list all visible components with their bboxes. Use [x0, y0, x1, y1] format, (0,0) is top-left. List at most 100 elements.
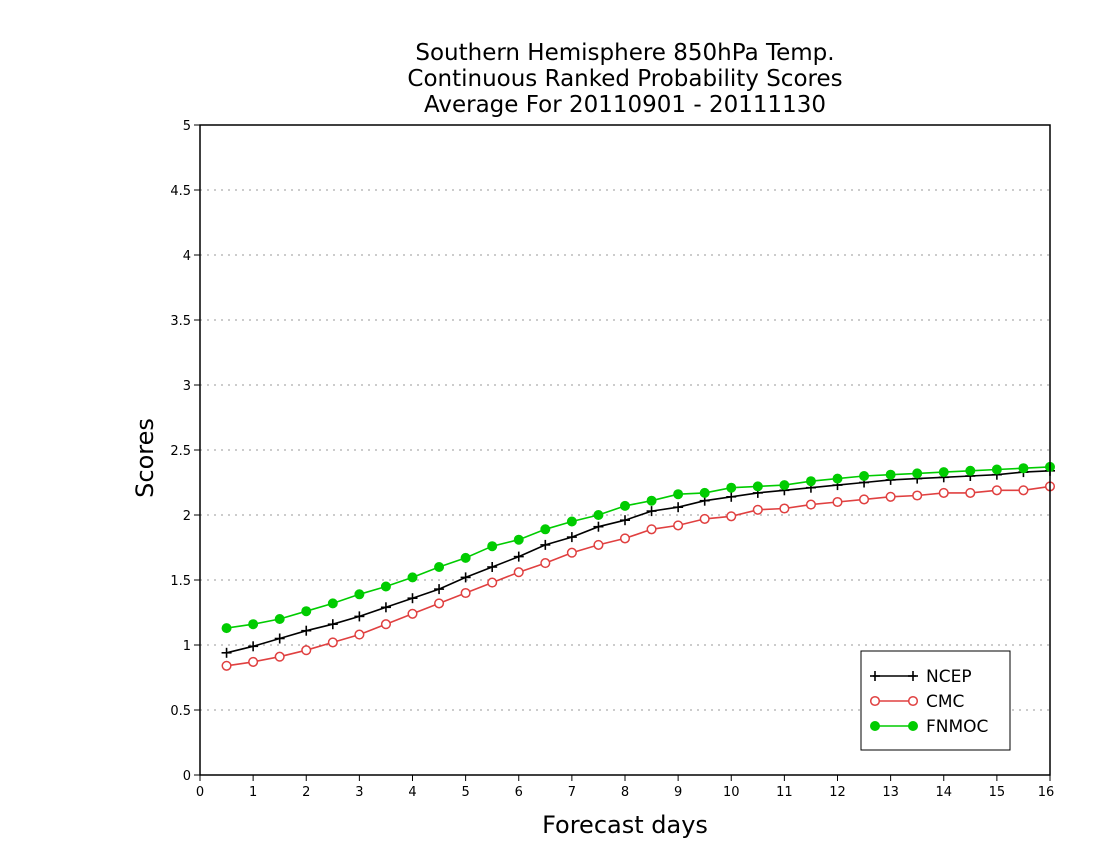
data-point-fnmoc — [566, 516, 577, 527]
data-point-ncep — [301, 625, 312, 636]
x-tick-label: 10 — [723, 785, 740, 800]
data-point-fnmoc — [1018, 463, 1029, 474]
legend-marker-cmc — [907, 695, 919, 707]
data-point-fnmoc — [380, 581, 391, 592]
legend-marker-cmc — [869, 695, 881, 707]
data-point-fnmoc — [460, 552, 471, 563]
data-point-cmc — [513, 567, 524, 578]
legend-marker-ncep — [908, 671, 918, 681]
data-point-fnmoc — [434, 562, 445, 572]
chart-title-line-1: Southern Hemisphere 850hPa Temp. — [415, 40, 834, 66]
data-point-fnmoc — [965, 465, 976, 476]
data-point-fnmoc — [726, 482, 737, 493]
data-point-ncep — [673, 502, 684, 513]
data-point-ncep — [354, 611, 365, 622]
y-tick-label: 4 — [183, 249, 191, 264]
data-point-cmc — [274, 651, 285, 662]
x-tick-label: 9 — [674, 785, 682, 800]
data-point-cmc — [619, 533, 631, 544]
y-tick-label: 1.5 — [170, 574, 191, 589]
data-point-fnmoc — [859, 471, 870, 481]
legend-label-ncep: NCEP — [926, 667, 972, 687]
data-point-fnmoc — [540, 524, 551, 535]
series-line-cmc — [226, 485, 1051, 667]
data-point-cmc — [487, 577, 498, 588]
x-tick-label: 5 — [461, 785, 469, 800]
x-tick-label: 13 — [882, 785, 899, 800]
data-point-cmc — [380, 619, 391, 630]
data-point-ncep — [248, 641, 259, 652]
data-point-fnmoc — [221, 623, 232, 634]
y-tick-label: 3 — [183, 379, 191, 394]
y-tick-label: 2.5 — [170, 444, 191, 459]
legend-entry-fnmoc: FNMOC — [870, 717, 988, 737]
data-point-cmc — [779, 503, 790, 514]
data-point-ncep — [646, 506, 657, 517]
data-point-ncep — [434, 584, 445, 595]
legend-marker-ncep — [870, 671, 880, 681]
data-point-cmc — [221, 660, 232, 671]
data-point-cmc — [991, 485, 1002, 496]
data-point-fnmoc — [885, 469, 896, 480]
data-point-cmc — [593, 539, 604, 550]
x-tick-label: 6 — [515, 785, 523, 800]
data-point-fnmoc — [912, 468, 923, 479]
data-point-cmc — [938, 487, 949, 498]
y-tick-label: 2 — [183, 509, 191, 524]
x-tick-label: 14 — [935, 785, 952, 800]
data-point-ncep — [327, 619, 338, 630]
data-point-cmc — [1018, 485, 1029, 496]
y-tick-label: 1 — [183, 639, 191, 654]
chart-title-line-3: Average For 20110901 - 20111130 — [424, 92, 826, 118]
data-point-fnmoc — [274, 614, 285, 624]
series-line-fnmoc — [226, 466, 1051, 629]
data-point-cmc — [354, 629, 365, 640]
data-point-fnmoc — [752, 481, 763, 492]
x-tick-label: 8 — [621, 785, 629, 800]
data-point-cmc — [673, 520, 684, 531]
x-tick-label: 0 — [196, 785, 204, 800]
y-tick-label: 5 — [183, 119, 191, 134]
data-point-cmc — [699, 513, 710, 524]
data-point-cmc — [434, 598, 445, 609]
x-tick-label: 7 — [568, 785, 576, 800]
x-tick-label: 1 — [249, 785, 257, 800]
legend-label-fnmoc: FNMOC — [926, 717, 988, 737]
data-point-ncep — [274, 633, 285, 644]
data-point-ncep — [566, 532, 577, 543]
data-point-fnmoc — [646, 495, 657, 506]
data-point-cmc — [965, 487, 976, 498]
data-point-fnmoc — [327, 598, 338, 609]
data-point-fnmoc — [805, 476, 816, 487]
data-point-fnmoc — [487, 541, 498, 552]
data-point-fnmoc — [248, 619, 259, 630]
data-point-ncep — [221, 647, 232, 658]
data-point-cmc — [407, 608, 418, 619]
data-point-cmc — [752, 504, 763, 515]
x-tick-label: 2 — [302, 785, 310, 800]
data-series — [221, 461, 1056, 671]
data-point-fnmoc — [938, 467, 949, 478]
axis-ticks: 00.511.522.533.544.550 1 2 3 4 5 6 7 8 9 10 11 12 13 1… — [170, 119, 1054, 800]
series-cmc — [221, 481, 1056, 671]
data-point-fnmoc — [593, 510, 604, 520]
data-point-cmc — [566, 547, 577, 558]
data-point-cmc — [726, 511, 737, 522]
x-tick-label: 15 — [989, 785, 1006, 800]
data-point-fnmoc — [354, 589, 365, 600]
legend: NCEP CMC FNMOC — [860, 650, 1011, 751]
x-tick-label: 11 — [776, 785, 793, 800]
data-point-ncep — [407, 593, 418, 604]
data-point-cmc — [885, 491, 896, 502]
data-point-cmc — [912, 490, 923, 501]
data-point-ncep — [593, 521, 604, 532]
series-line-ncep — [226, 470, 1051, 654]
legend-marker-fnmoc — [908, 721, 918, 731]
plot-frame — [199, 124, 1051, 776]
y-tick-label: 0 — [183, 769, 191, 784]
y-tick-label: 3.5 — [170, 314, 191, 329]
y-tick-label: 4.5 — [170, 184, 191, 199]
x-axis-label: Forecast days — [542, 811, 708, 839]
y-axis-label: Scores — [131, 418, 159, 498]
